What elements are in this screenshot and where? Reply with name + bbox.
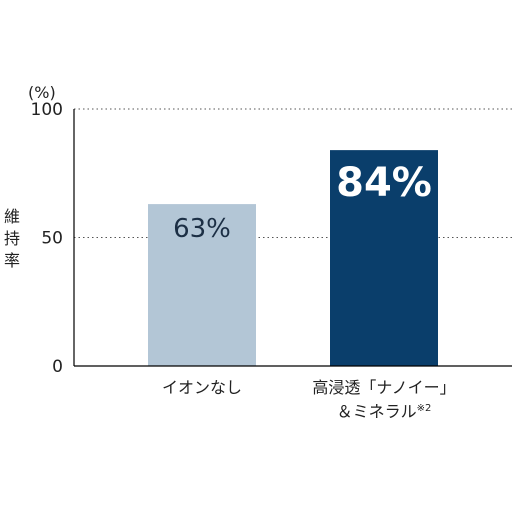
value-label-1: 63% [173,214,231,244]
y-unit-label: (%) [28,83,56,102]
value-label-2: 84% [336,160,432,206]
y-tick-label-50: 50 [41,229,63,249]
bar-2 [330,150,438,366]
y-tick-label-0: 0 [52,357,63,377]
y-axis-label: 維持率 [4,207,20,270]
x-tick-label-1: イオンなし [162,378,242,397]
y-tick-label-100: 100 [31,100,63,120]
x-tick-label-2: 高浸透「ナノイー」＆ミネラル※2 [312,378,455,421]
bar-1 [148,204,256,366]
